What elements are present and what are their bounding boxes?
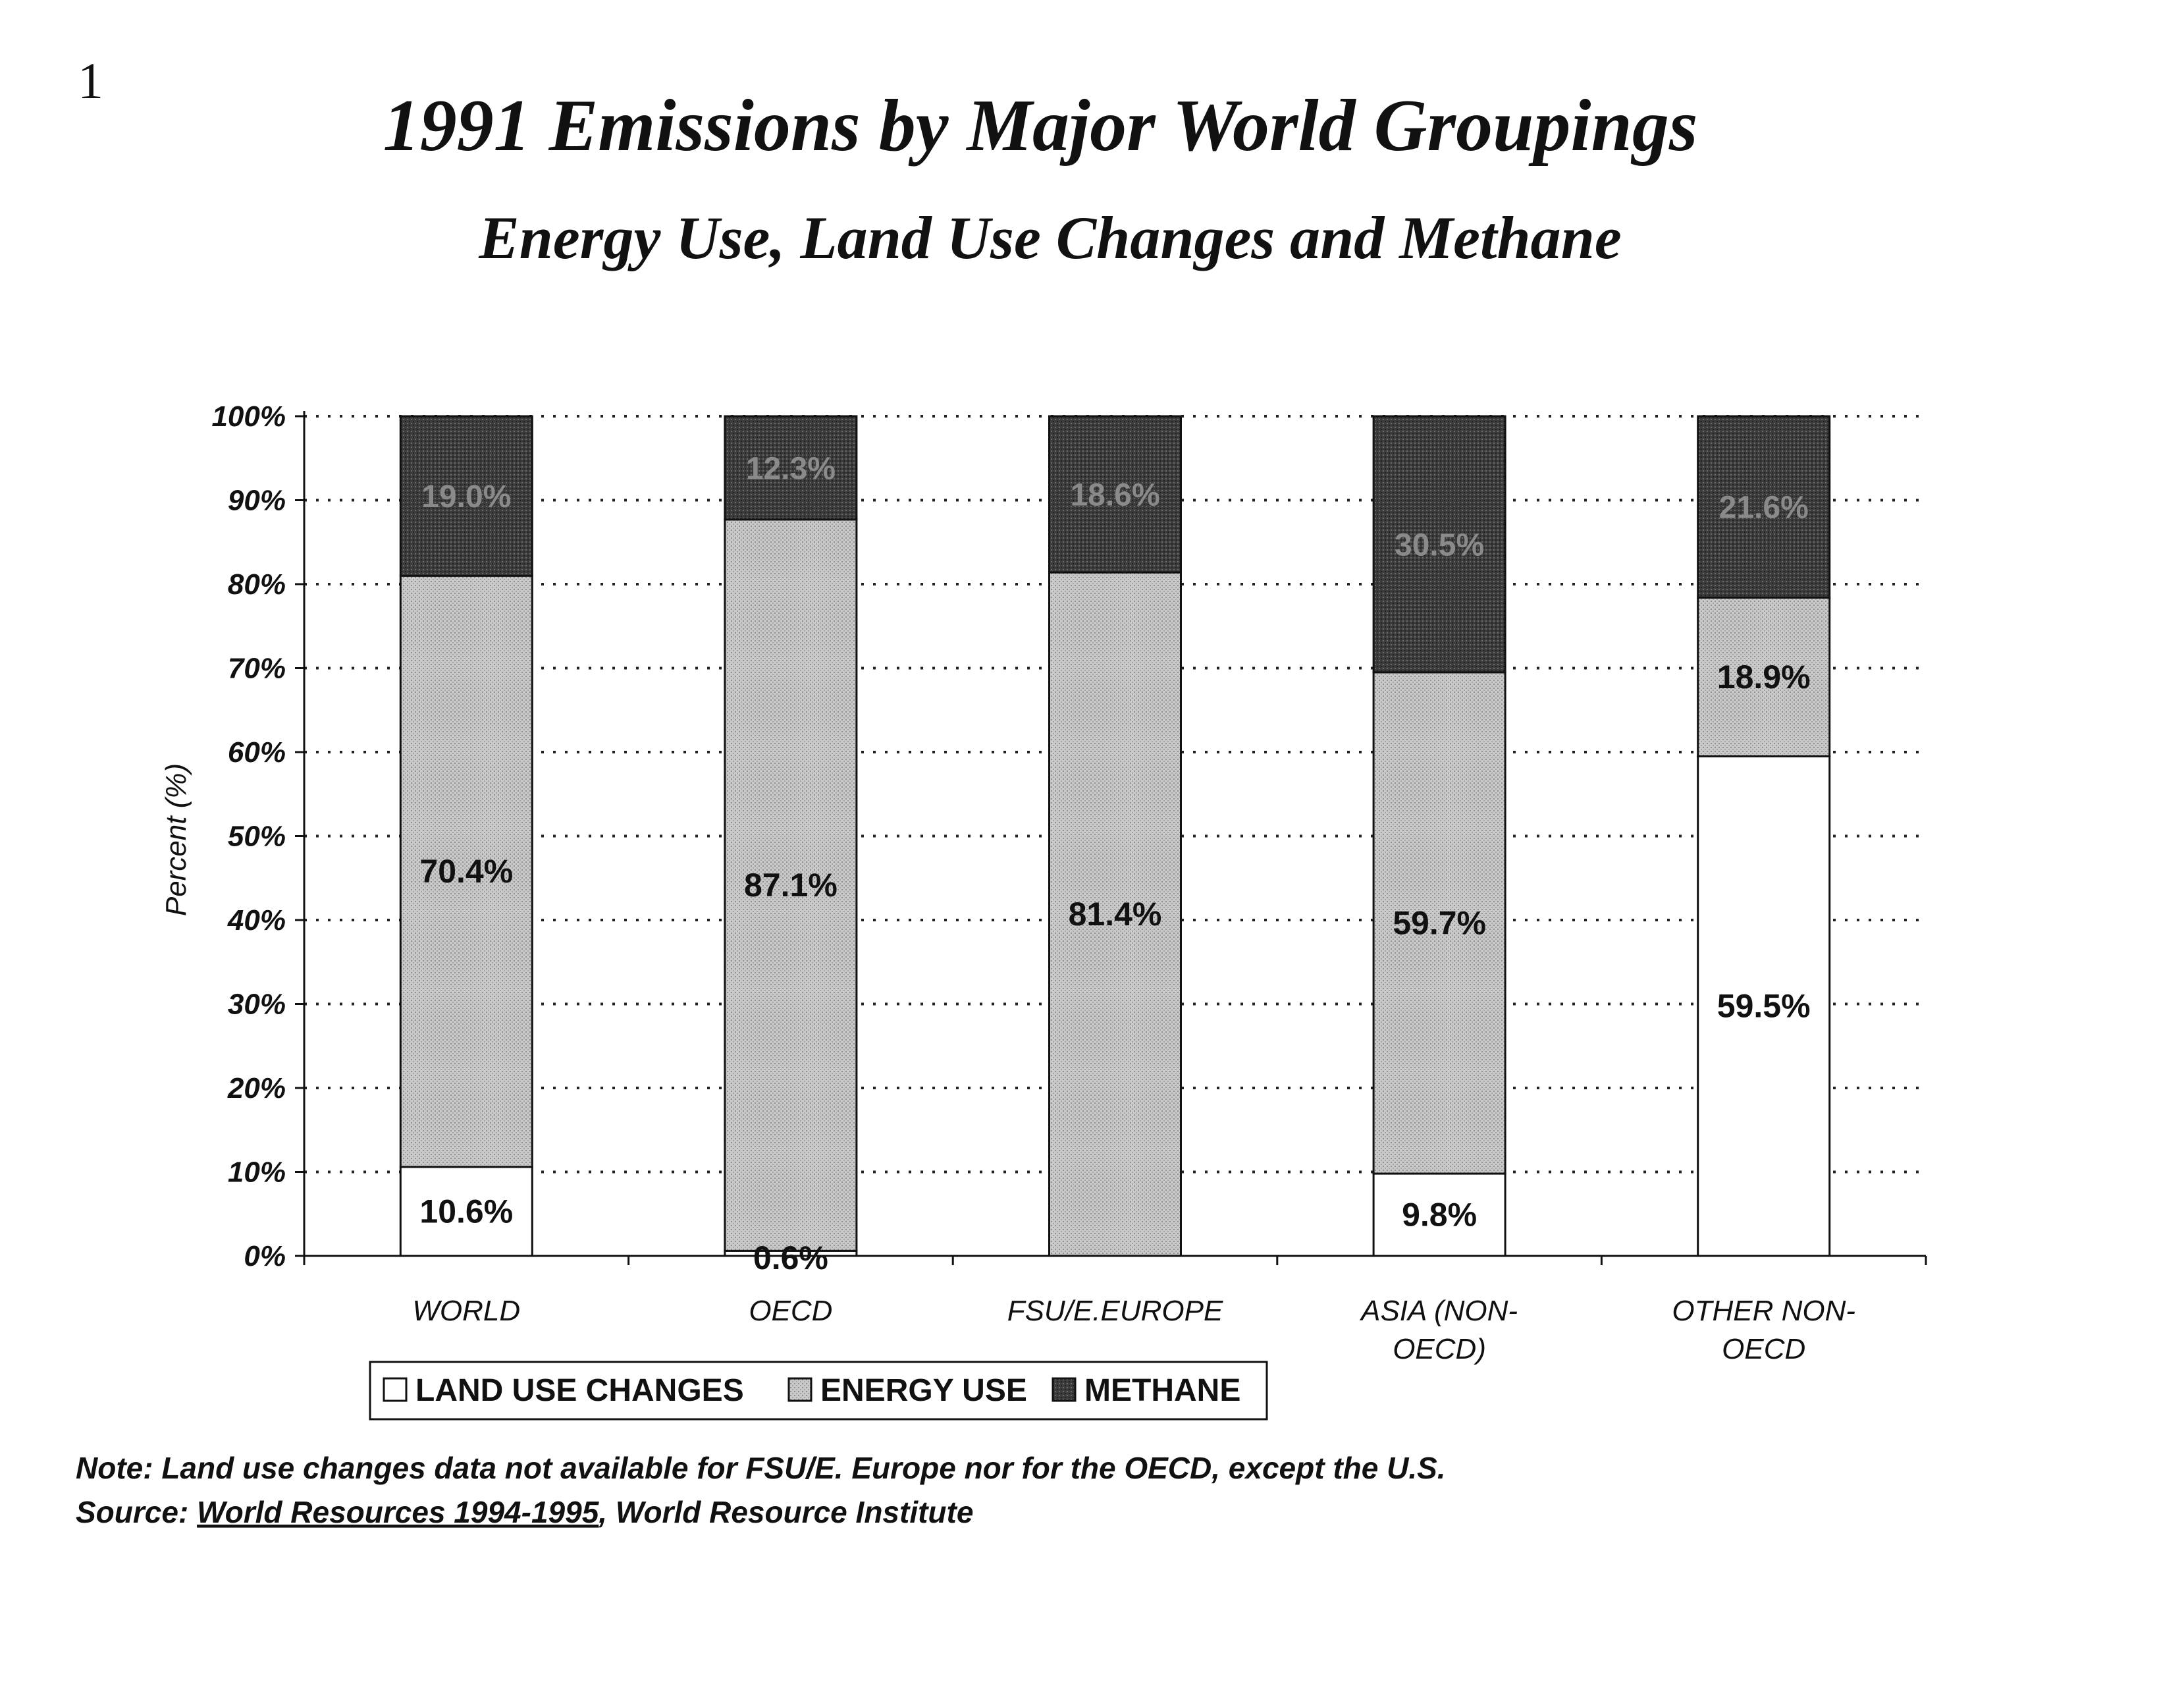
y-axis-label: Percent (%): [160, 763, 192, 916]
data-label: 18.6%: [1070, 478, 1159, 513]
x-category-label: OECD: [749, 1295, 832, 1327]
bar-segment: [724, 518, 858, 1252]
legend-label: ENERGY USE: [820, 1373, 1027, 1408]
legend-swatch: [1052, 1377, 1077, 1402]
bar-segment: [724, 415, 858, 521]
bar-segment: [399, 1166, 533, 1257]
data-label: 59.7%: [1393, 904, 1486, 941]
y-tick-label: 60%: [228, 736, 286, 769]
chart-title: 1991 Emissions by Major World Groupings: [383, 85, 1698, 167]
source-line: Source: World Resources 1994-1995, World…: [76, 1495, 973, 1529]
y-tick-label: 50%: [228, 821, 286, 853]
legend-label: LAND USE CHANGES: [415, 1373, 744, 1408]
data-label: 30.5%: [1395, 528, 1484, 562]
data-label: 9.8%: [1402, 1197, 1477, 1234]
legend-swatch: [383, 1377, 408, 1402]
x-category-label: OECD: [1722, 1333, 1805, 1365]
x-category-label: ASIA (NON-: [1359, 1295, 1518, 1327]
data-label: 59.5%: [1717, 988, 1811, 1025]
y-tick-label: 100%: [211, 400, 286, 433]
source-prefix: Source:: [76, 1495, 197, 1529]
data-label: 18.9%: [1717, 659, 1811, 695]
y-tick-label: 90%: [228, 485, 286, 517]
bar-segment: [1372, 415, 1506, 674]
source-title: World Resources 1994-1995: [197, 1495, 600, 1529]
bar-segment: [1048, 571, 1182, 1257]
x-category-label: OTHER NON-: [1672, 1295, 1855, 1327]
data-label: 70.4%: [419, 853, 513, 890]
axes: 0% 10% 20% 30% 40% 50% 60% 70% 80% 90% 100% WORLD OE…: [211, 400, 1927, 1365]
data-label: 87.1%: [744, 867, 838, 904]
y-tick-label: 20%: [227, 1072, 286, 1104]
data-label: 81.4%: [1069, 896, 1162, 933]
bar-segment: [1048, 415, 1182, 574]
chart-subtitle: Energy Use, Land Use Changes and Methane: [478, 204, 1621, 271]
legend: LAND USE CHANGES ENERGY USE METHANE: [369, 1361, 1268, 1421]
x-category-label: OECD): [1393, 1333, 1486, 1365]
bar-segment: [399, 415, 533, 577]
y-tick-label: 30%: [228, 989, 286, 1021]
source-suffix: , World Resource Institute: [598, 1495, 973, 1529]
bar-segment: [1372, 1172, 1506, 1257]
y-tick-label: 40%: [227, 904, 286, 936]
legend-frame: [369, 1361, 1268, 1421]
y-tick-label: 80%: [228, 568, 286, 601]
data-label: 12.3%: [746, 451, 836, 486]
gridlines: [304, 415, 1926, 1174]
data-label: 0.6%: [753, 1239, 828, 1276]
legend-swatch: [787, 1377, 812, 1402]
data-labels: 10.6% 70.4% 19.0% 0.6% 87.1% 12.3% 81.4% 18.6% 9…: [419, 451, 1810, 1276]
bars: [399, 415, 1831, 1257]
data-label: 21.6%: [1719, 491, 1809, 526]
bar-segment: [1697, 415, 1831, 599]
data-label: 19.0%: [421, 479, 511, 514]
x-category-label: WORLD: [412, 1295, 520, 1327]
legend-label: METHANE: [1084, 1373, 1240, 1408]
note-text: Note: Land use changes data not availabl…: [76, 1451, 1446, 1485]
x-category-label: FSU/E.EUROPE: [1007, 1295, 1223, 1327]
bar-segment: [1697, 755, 1831, 1257]
page-number: 1: [78, 52, 103, 109]
y-tick-label: 70%: [228, 653, 286, 685]
y-tick-label: 10%: [228, 1156, 286, 1189]
y-tick-label: 0%: [244, 1240, 286, 1272]
data-label: 10.6%: [419, 1193, 513, 1230]
